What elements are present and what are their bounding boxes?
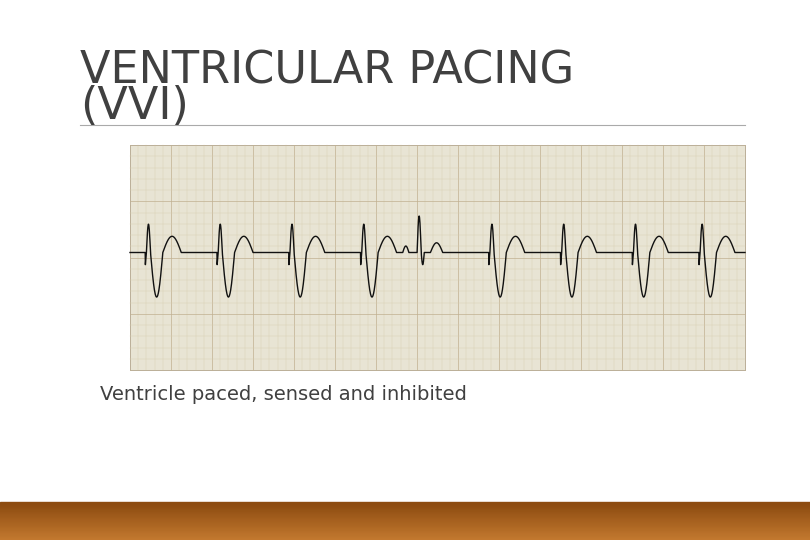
Bar [0,506,810,507]
Bar [0,510,810,511]
Bar [0,529,810,530]
Bar [0,528,810,529]
Bar [0,519,810,521]
Bar [0,525,810,526]
Bar [0,524,810,525]
Bar [0,522,810,524]
Bar [0,534,810,535]
Bar [0,539,810,540]
Bar [0,518,810,519]
Bar [0,531,810,532]
Bar [0,511,810,512]
Bar [0,512,810,514]
Bar [0,532,810,534]
Text: Ventricle paced, sensed and inhibited: Ventricle paced, sensed and inhibited [100,385,467,404]
Bar [0,516,810,517]
Bar [0,526,810,528]
Bar [0,536,810,537]
Bar [0,521,810,522]
Bar [0,514,810,515]
Bar [0,507,810,508]
Bar [0,530,810,531]
Bar [0,517,810,518]
Bar [0,503,810,504]
Bar [0,508,810,510]
Text: (VVI): (VVI) [80,85,189,128]
Bar [0,537,810,539]
Bar [0,502,810,503]
Bar [0,504,810,506]
Bar [0,515,810,516]
Text: VENTRICULAR PACING: VENTRICULAR PACING [80,50,574,93]
Bar [130,145,745,370]
Bar [0,535,810,536]
